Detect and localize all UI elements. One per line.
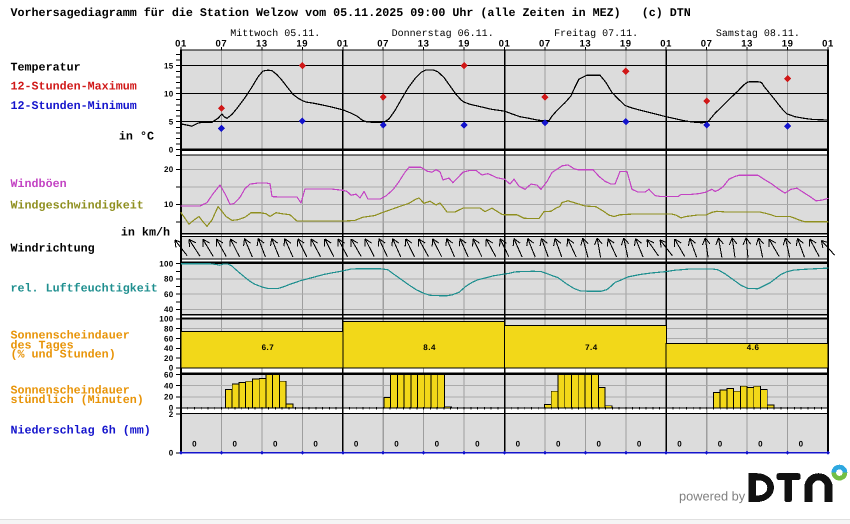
svg-text:01: 01: [822, 39, 834, 50]
svg-text:rel. Luftfeuchtigkeit: rel. Luftfeuchtigkeit: [11, 282, 158, 296]
svg-text:0: 0: [232, 440, 237, 449]
svg-text:(% und Stunden): (% und Stunden): [11, 348, 116, 362]
svg-text:Windrichtung: Windrichtung: [11, 242, 95, 256]
svg-text:07: 07: [216, 39, 228, 50]
svg-text:0: 0: [677, 440, 682, 449]
svg-text:0: 0: [556, 440, 561, 449]
svg-text:5: 5: [169, 118, 174, 127]
svg-text:20: 20: [164, 354, 174, 363]
svg-text:0: 0: [169, 449, 174, 458]
svg-text:Temperatur: Temperatur: [11, 61, 81, 75]
svg-text:in °C: in °C: [119, 130, 154, 144]
svg-text:13: 13: [256, 39, 268, 50]
svg-text:6.7: 6.7: [262, 343, 275, 352]
svg-text:12-Stunden-Maximum: 12-Stunden-Maximum: [11, 80, 137, 94]
svg-text:07: 07: [701, 39, 713, 50]
svg-text:Vorhersagediagramm für die Sta: Vorhersagediagramm für die Station Welzo…: [11, 6, 691, 20]
svg-text:Sonnenscheindauer: Sonnenscheindauer: [11, 384, 130, 398]
svg-text:8.4: 8.4: [423, 343, 436, 352]
svg-text:0: 0: [313, 440, 318, 449]
svg-text:0: 0: [169, 146, 174, 155]
svg-text:0: 0: [394, 440, 399, 449]
svg-text:0: 0: [516, 440, 521, 449]
svg-text:Mittwoch 05.11.: Mittwoch 05.11.: [230, 28, 320, 40]
svg-text:0: 0: [718, 440, 723, 449]
svg-text:01: 01: [175, 39, 187, 50]
svg-text:powered by: powered by: [679, 489, 746, 504]
svg-text:19: 19: [620, 39, 632, 50]
svg-text:19: 19: [458, 39, 470, 50]
svg-text:40: 40: [164, 382, 174, 391]
svg-text:12-Stunden-Minimum: 12-Stunden-Minimum: [11, 99, 137, 113]
svg-text:des Tages: des Tages: [11, 338, 74, 352]
svg-text:100: 100: [159, 260, 173, 269]
svg-text:60: 60: [164, 290, 174, 299]
svg-text:19: 19: [782, 39, 794, 50]
svg-text:0: 0: [637, 440, 642, 449]
svg-text:15: 15: [164, 62, 174, 71]
svg-text:13: 13: [418, 39, 430, 50]
svg-text:Niederschlag 6h (mm): Niederschlag 6h (mm): [11, 424, 151, 438]
svg-text:0: 0: [169, 364, 174, 373]
svg-text:Freitag 07.11.: Freitag 07.11.: [554, 28, 638, 40]
svg-text:0: 0: [354, 440, 359, 449]
svg-text:in km/h: in km/h: [121, 226, 170, 240]
svg-text:01: 01: [499, 39, 511, 50]
svg-text:60: 60: [164, 370, 174, 379]
svg-text:20: 20: [164, 393, 174, 402]
svg-text:07: 07: [377, 39, 389, 50]
svg-text:100: 100: [159, 315, 173, 324]
svg-text:0: 0: [273, 440, 278, 449]
svg-text:0: 0: [475, 440, 480, 449]
svg-text:0: 0: [799, 440, 804, 449]
svg-text:13: 13: [580, 39, 592, 50]
svg-text:01: 01: [660, 39, 672, 50]
svg-text:10: 10: [164, 200, 174, 209]
svg-text:0: 0: [192, 440, 197, 449]
svg-text:Donnerstag 06.11.: Donnerstag 06.11.: [392, 29, 494, 40]
svg-text:19: 19: [296, 39, 308, 50]
svg-text:Windböen: Windböen: [11, 177, 67, 191]
svg-text:7.4: 7.4: [585, 343, 598, 352]
svg-text:0: 0: [169, 404, 174, 413]
svg-text:0: 0: [758, 440, 763, 449]
svg-text:40: 40: [164, 305, 174, 314]
svg-text:10: 10: [164, 90, 174, 99]
svg-text:60: 60: [164, 334, 174, 343]
svg-text:Sonnenscheindauer: Sonnenscheindauer: [11, 328, 130, 342]
svg-text:stündlich (Minuten): stündlich (Minuten): [11, 393, 144, 407]
svg-text:13: 13: [741, 39, 753, 50]
svg-text:40: 40: [164, 344, 174, 353]
svg-text:80: 80: [164, 275, 174, 284]
svg-text:Windgeschwindigkeit: Windgeschwindigkeit: [11, 199, 144, 213]
svg-text:80: 80: [164, 325, 174, 334]
svg-text:0: 0: [435, 440, 440, 449]
svg-text:07: 07: [539, 39, 551, 50]
svg-text:20: 20: [164, 165, 174, 174]
svg-text:4.6: 4.6: [747, 343, 760, 352]
svg-text:01: 01: [337, 39, 349, 50]
svg-text:2: 2: [169, 410, 174, 419]
svg-text:0: 0: [596, 440, 601, 449]
svg-text:Samstag 08.11.: Samstag 08.11.: [716, 29, 800, 40]
